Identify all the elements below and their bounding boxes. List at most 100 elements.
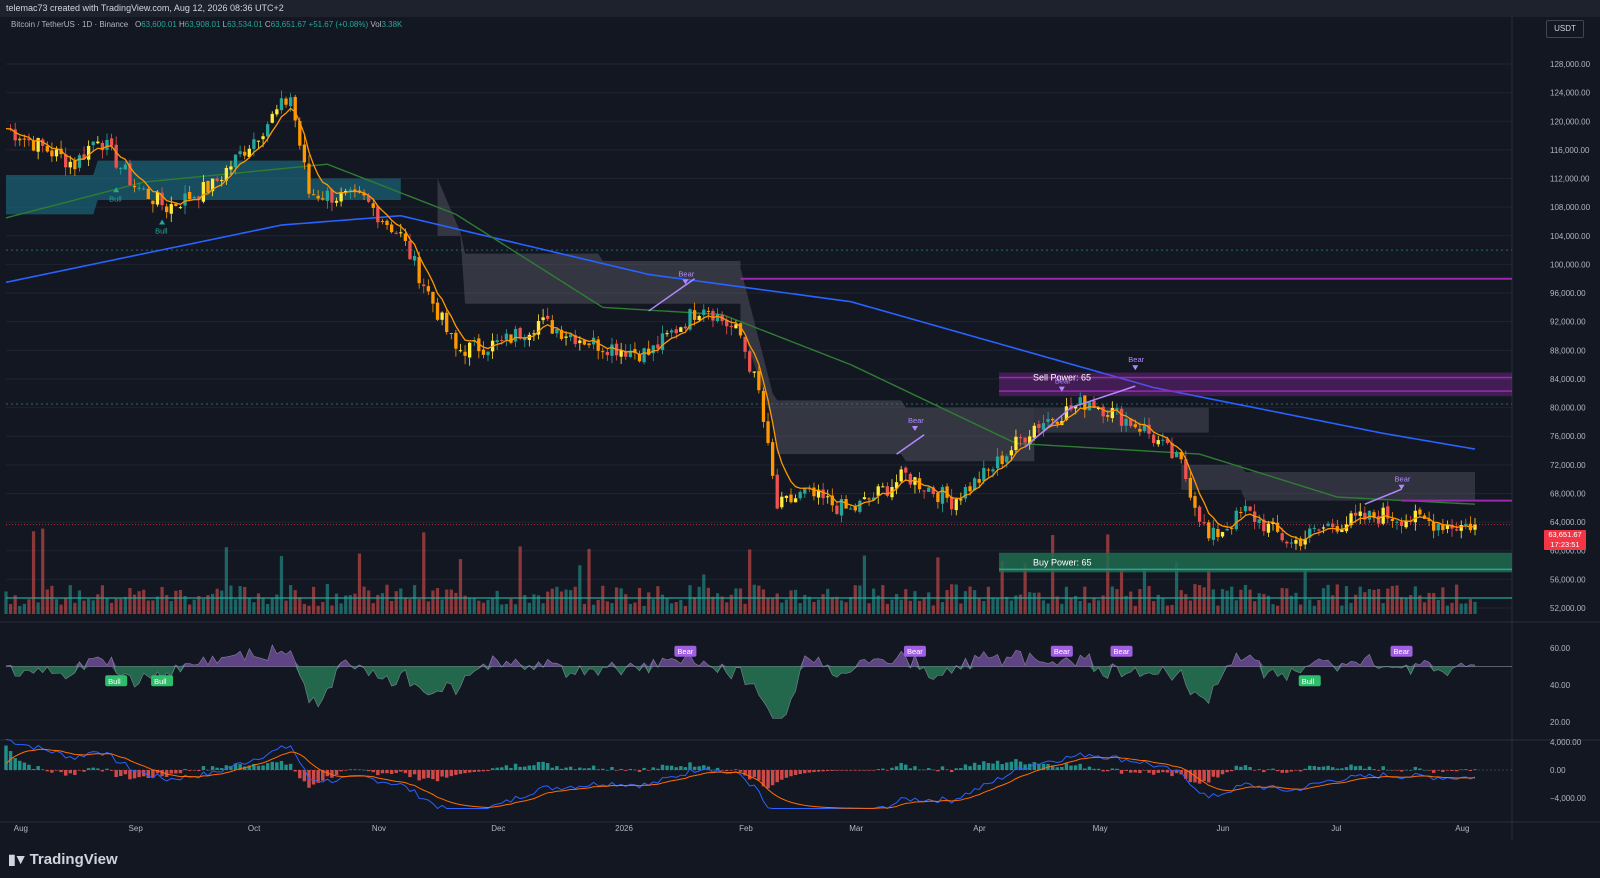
volume-bar — [54, 599, 59, 614]
macd-histogram-bar — [1340, 768, 1344, 770]
currency-unit-button[interactable]: USDT — [1546, 20, 1584, 38]
time-axis-label: Feb — [739, 824, 753, 833]
volume-bar — [1358, 586, 1362, 614]
volume-bar — [64, 597, 68, 614]
macd-histogram-bar — [1064, 763, 1069, 770]
macd-histogram-bar — [1161, 770, 1165, 773]
candle-body — [871, 497, 876, 501]
candle-body — [1124, 418, 1128, 426]
candle-body — [178, 207, 183, 209]
macd-histogram-bar — [559, 768, 564, 770]
macd-histogram-bar — [1142, 770, 1147, 771]
volume-bar — [509, 598, 513, 614]
candle-body — [431, 291, 435, 304]
macd-histogram-bar — [109, 770, 114, 771]
macd-histogram-bar — [1211, 770, 1216, 777]
bull-tag-label: Bull — [154, 677, 167, 686]
macd-histogram-bar — [321, 770, 325, 781]
volume-bar — [1193, 584, 1197, 614]
macd-histogram-bar — [123, 770, 128, 775]
macd-histogram-bar — [610, 766, 614, 770]
volume-bar — [1432, 593, 1436, 614]
candle-body — [839, 498, 844, 516]
macd-histogram-bar — [1464, 769, 1468, 770]
volume-bar — [1404, 597, 1408, 614]
candle-body — [1106, 414, 1110, 417]
macd-histogram-bar — [601, 768, 605, 770]
volume-bar — [1441, 587, 1445, 614]
volume-bar — [128, 588, 132, 614]
volume-bar — [550, 588, 554, 614]
macd-histogram-bar — [63, 770, 68, 776]
volume-bar — [385, 584, 389, 614]
volume-bar — [578, 565, 582, 614]
volume-bar — [1335, 584, 1339, 614]
candle-body — [1179, 452, 1183, 460]
macd-signal-line — [5, 748, 1476, 809]
macd-histogram-bar — [1308, 765, 1312, 770]
macd-histogram-bar — [197, 770, 201, 772]
macd-histogram-bar — [931, 769, 936, 771]
candle-body — [628, 350, 632, 357]
candle-body — [610, 344, 614, 356]
trend-cloud-bear — [1181, 464, 1475, 501]
macd-histogram-bar — [1138, 770, 1142, 774]
macd-histogram-bar — [1330, 767, 1335, 770]
support-resistance-levels: Sell Power: 65 Buy Power: 65 — [740, 277, 1512, 573]
macd-histogram-bar — [862, 770, 867, 771]
macd-histogram-bar — [114, 770, 118, 778]
candle-body — [1363, 512, 1367, 520]
candle-body — [477, 338, 481, 352]
macd-histogram-bar — [210, 766, 215, 770]
divergence-line — [1070, 385, 1136, 409]
candle-body — [187, 192, 192, 200]
candle-body — [954, 499, 958, 511]
volume-bar — [1110, 586, 1114, 614]
candle-body — [371, 203, 375, 208]
macd-histogram-bar — [357, 769, 362, 771]
candle-body — [77, 155, 82, 168]
buy-power-zone — [999, 552, 1512, 573]
divergence-line — [896, 434, 925, 455]
macd-histogram-bar — [982, 761, 986, 770]
chart-area[interactable]: Sell Power: 65 Buy Power: 65 Bull Bull Bear… — [0, 17, 1600, 840]
candle-body — [711, 311, 715, 321]
macd-histogram-bar — [206, 769, 210, 771]
candle-body — [1372, 512, 1376, 518]
candle-body — [284, 98, 288, 105]
volume-bar — [1060, 603, 1064, 614]
volume-bar — [931, 605, 935, 614]
candle-body — [564, 336, 568, 338]
volume-bar — [261, 598, 265, 614]
volume-bar — [546, 591, 550, 614]
candle-body — [748, 351, 752, 372]
candle-body — [1464, 523, 1468, 525]
price-axis-label: 128,000.00 — [1550, 60, 1591, 69]
candle-body — [302, 144, 307, 163]
candle-body — [1078, 397, 1082, 405]
macd-histogram-bar — [871, 770, 876, 771]
macd-histogram-bar — [637, 770, 642, 772]
macd-histogram-bar — [757, 770, 761, 781]
candle-body — [399, 232, 403, 234]
tradingview-logo[interactable]: ▮▼ TradingView — [8, 851, 118, 868]
macd-histogram-bar — [513, 763, 518, 770]
volume-bar — [403, 597, 407, 614]
macd-histogram-bar — [59, 770, 63, 773]
symbol-name[interactable]: Bitcoin / TetherUS · 1D · Binance — [11, 20, 129, 29]
symbol-legend[interactable]: Bitcoin / TetherUS · 1D · Binance O63,60… — [11, 20, 402, 29]
volume-bar — [289, 585, 293, 614]
candle-body — [656, 344, 660, 349]
candle-body — [500, 340, 504, 342]
macd-axis-label: −4,000.00 — [1550, 794, 1586, 803]
volume-bar — [1294, 592, 1298, 614]
volume-bar — [660, 594, 665, 614]
macd-histogram-bar — [1252, 770, 1257, 771]
macd-histogram-bar — [1294, 770, 1298, 771]
volume-bar — [688, 585, 692, 614]
candle-body — [1285, 541, 1289, 544]
volume-bar — [821, 594, 825, 614]
macd-histogram-bar — [1220, 770, 1225, 775]
volume-bar — [1037, 592, 1041, 614]
macd-histogram-bar — [1289, 770, 1294, 772]
